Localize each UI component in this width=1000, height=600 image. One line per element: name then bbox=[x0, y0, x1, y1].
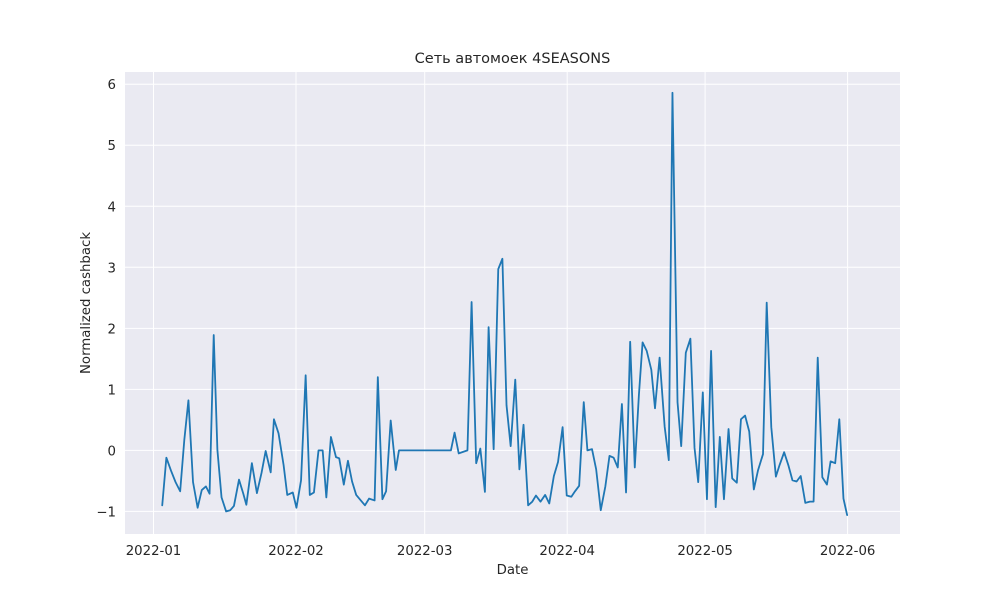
x-tick-label: 2022-01 bbox=[126, 544, 182, 559]
y-tick-label: 4 bbox=[108, 200, 116, 215]
x-tick-label: 2022-06 bbox=[820, 544, 876, 559]
y-tick-label: −1 bbox=[96, 505, 116, 520]
y-tick-label: 6 bbox=[108, 78, 116, 93]
x-tick-label: 2022-05 bbox=[677, 544, 733, 559]
y-tick-labels: −1 0 1 2 3 4 5 6 bbox=[96, 78, 116, 520]
x-tick-label: 2022-04 bbox=[539, 544, 595, 559]
y-tick-label: 2 bbox=[108, 322, 116, 337]
series-line bbox=[161, 91, 849, 516]
x-tick-label: 2022-03 bbox=[397, 544, 453, 559]
x-tick-label: 2022-02 bbox=[268, 544, 324, 559]
chart-title: Сеть автомоек 4SEASONS bbox=[415, 51, 611, 67]
plot-area bbox=[125, 72, 900, 534]
y-tick-label: 5 bbox=[108, 139, 116, 154]
x-axis-label: Date bbox=[497, 563, 529, 578]
x-tick-labels: 2022-01 2022-02 2022-03 2022-04 2022-05 2022-… bbox=[126, 544, 876, 559]
y-tick-label: 0 bbox=[108, 444, 116, 459]
y-tick-label: 3 bbox=[108, 261, 116, 276]
y-axis-label: Normalized cashback bbox=[79, 232, 94, 374]
y-gridlines bbox=[125, 83, 900, 512]
y-tick-label: 1 bbox=[108, 383, 116, 398]
